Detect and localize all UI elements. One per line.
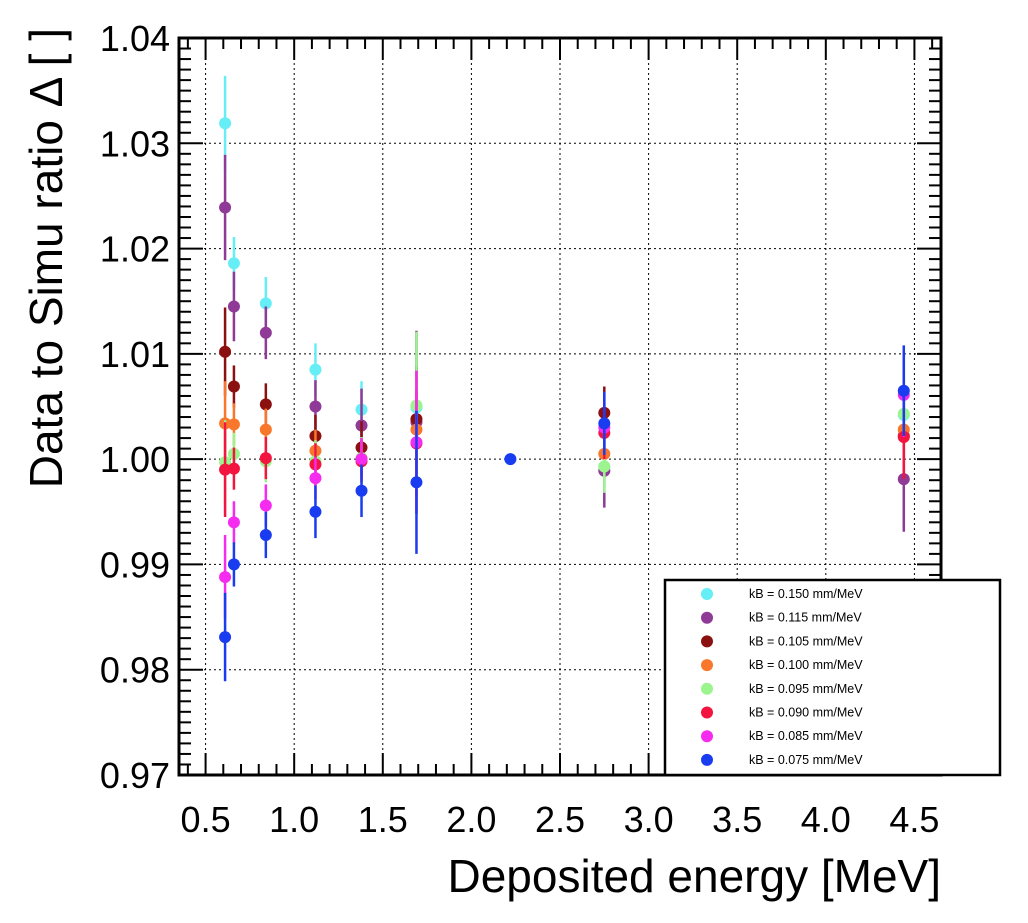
data-point — [259, 452, 272, 465]
data-point — [259, 326, 272, 339]
legend-label: kB = 0.105 mm/MeV — [749, 634, 863, 648]
legend-label: kB = 0.085 mm/MeV — [749, 729, 863, 743]
data-point — [897, 384, 910, 397]
legend-marker — [701, 753, 713, 766]
data-point — [219, 571, 232, 584]
legend-label: kB = 0.090 mm/MeV — [749, 706, 863, 720]
x-tick-label: 3.5 — [712, 799, 762, 840]
data-point — [598, 460, 611, 473]
data-point — [227, 418, 240, 431]
data-point — [219, 631, 232, 644]
data-point — [227, 462, 240, 475]
legend-marker — [701, 659, 713, 672]
legend-marker — [701, 611, 713, 624]
data-point — [259, 398, 272, 411]
reference-point — [504, 453, 517, 466]
legend-label: kB = 0.075 mm/MeV — [749, 753, 863, 767]
legend-entry: kB = 0.115 mm/MeV — [701, 611, 862, 625]
data-point — [219, 345, 232, 358]
legend-entry: kB = 0.105 mm/MeV — [701, 634, 863, 648]
data-point — [355, 453, 368, 466]
data-point — [219, 201, 232, 214]
legend-marker — [701, 635, 713, 648]
y-tick-label: 0.98 — [100, 650, 170, 691]
data-point — [410, 476, 423, 489]
y-tick-label: 0.97 — [100, 755, 170, 796]
legend-marker — [701, 588, 713, 600]
legend-entry: kB = 0.150 mm/MeV — [701, 587, 863, 601]
data-point — [227, 516, 240, 529]
x-tick-label: 4.0 — [801, 799, 851, 840]
legend-label: kB = 0.100 mm/MeV — [749, 658, 863, 672]
x-tick-label: 4.5 — [889, 799, 939, 840]
x-tick-label: 0.5 — [181, 799, 231, 840]
y-axis-label: Data to Simu ratio Δ [ ] — [20, 28, 72, 488]
y-tick-label: 1.01 — [100, 334, 170, 375]
x-axis-label: Deposited energy [MeV] — [448, 850, 942, 902]
data-point — [309, 363, 322, 376]
legend-label: kB = 0.115 mm/MeV — [749, 611, 862, 625]
y-tick-label: 1.02 — [100, 229, 170, 270]
legend-entries: kB = 0.150 mm/MeV kB = 0.115 mm/MeV kB = 0… — [701, 587, 863, 767]
data-point — [219, 117, 232, 130]
data-point — [259, 499, 272, 512]
legend-marker — [701, 730, 713, 743]
series-8 — [219, 345, 910, 682]
data-point — [227, 257, 240, 270]
legend-marker — [701, 706, 713, 719]
legend: kB = 0.150 mm/MeV kB = 0.115 mm/MeV kB = 0… — [663, 578, 1002, 777]
data-point — [219, 463, 232, 476]
tick-labels: 0.5 1.0 1.5 2.0 2.5 3.0 3.5 4.0 4.5 0.97 0.98 0.99 1… — [100, 18, 940, 840]
y-tick-label: 1.03 — [100, 123, 170, 164]
y-tick-label: 1.00 — [100, 439, 170, 480]
data-point — [259, 297, 272, 310]
grid — [179, 38, 941, 775]
legend-label: kB = 0.095 mm/MeV — [749, 682, 863, 696]
legend-entry: kB = 0.100 mm/MeV — [701, 658, 863, 672]
legend-label: kB = 0.150 mm/MeV — [749, 587, 863, 601]
legend-entry: kB = 0.090 mm/MeV — [701, 706, 863, 720]
x-tick-label: 2.0 — [446, 799, 496, 840]
data-point — [227, 380, 240, 393]
data-point — [227, 300, 240, 313]
data-point — [309, 400, 322, 413]
x-tick-label: 1.5 — [358, 799, 408, 840]
data-point — [227, 558, 240, 571]
y-tick-label: 1.04 — [100, 18, 170, 59]
x-tick-label: 1.0 — [269, 799, 319, 840]
data-point — [309, 472, 322, 485]
legend-box — [663, 578, 1002, 777]
x-tick-label: 3.0 — [624, 799, 674, 840]
data-point — [259, 528, 272, 541]
legend-marker — [701, 682, 713, 695]
data-series — [219, 75, 910, 682]
y-tick-label: 0.99 — [100, 544, 170, 585]
x-tick-label: 2.5 — [535, 799, 585, 840]
legend-entry: kB = 0.075 mm/MeV — [701, 753, 863, 767]
data-point — [598, 417, 611, 430]
data-point — [309, 505, 322, 518]
data-point — [355, 484, 368, 497]
legend-entry: kB = 0.085 mm/MeV — [701, 729, 863, 743]
legend-entry: kB = 0.095 mm/MeV — [701, 682, 863, 696]
data-point — [259, 423, 272, 436]
